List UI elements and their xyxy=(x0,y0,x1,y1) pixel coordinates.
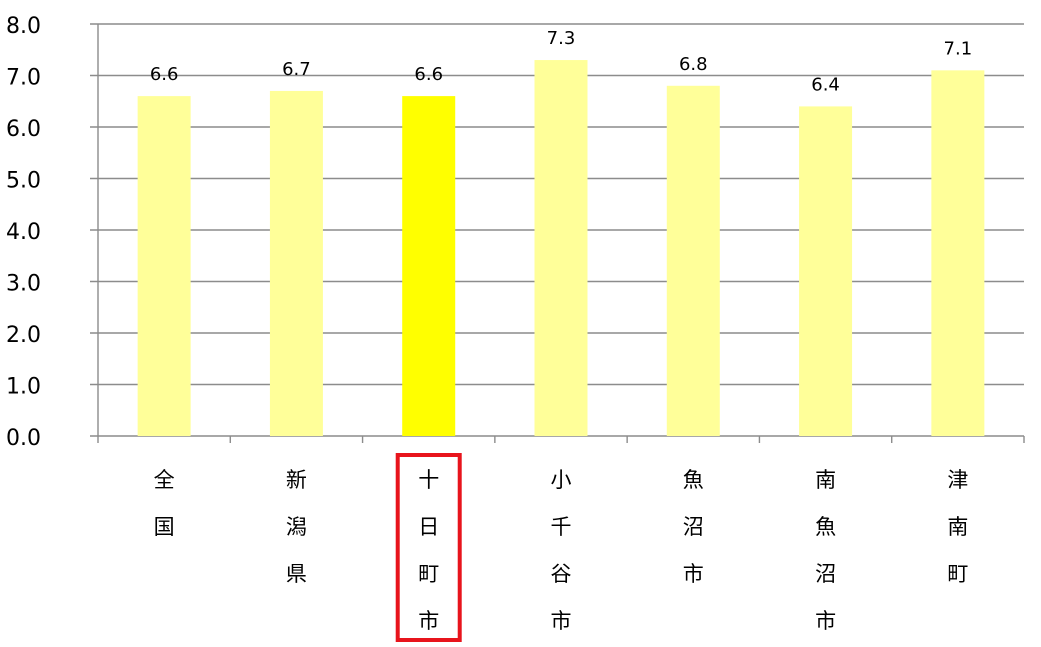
x-category-char: 魚 xyxy=(683,468,704,492)
x-category-label: 津南町 xyxy=(947,468,968,586)
data-label: 6.6 xyxy=(150,64,179,85)
x-category-char: 南 xyxy=(947,515,968,539)
bar xyxy=(137,96,191,436)
data-label: 6.8 xyxy=(679,54,708,75)
x-category-char: 日 xyxy=(418,515,439,539)
bar xyxy=(534,60,588,437)
y-tick-label: 1.0 xyxy=(6,375,41,400)
x-category-char: 南 xyxy=(815,468,836,492)
x-category-char: 沼 xyxy=(683,515,704,539)
highlight-frame xyxy=(395,453,462,642)
y-tick-label: 3.0 xyxy=(6,272,41,297)
x-category-char: 津 xyxy=(947,468,968,492)
x-category-char: 町 xyxy=(947,562,968,586)
x-category-char: 国 xyxy=(154,515,175,539)
x-category-char: 県 xyxy=(286,562,307,586)
bar xyxy=(269,90,323,436)
data-label: 6.4 xyxy=(811,74,840,95)
x-category-char: 市 xyxy=(551,609,572,633)
x-category-label: 魚沼市 xyxy=(683,468,704,586)
bar xyxy=(402,96,456,436)
x-category-label: 十日町市 xyxy=(418,468,439,633)
x-category-label: 全国 xyxy=(154,468,175,539)
x-category-char: 魚 xyxy=(815,515,836,539)
x-category-char: 全 xyxy=(154,468,175,492)
x-category-char: 十 xyxy=(418,468,439,492)
bar xyxy=(666,85,720,437)
x-category-label: 小千谷市 xyxy=(551,468,572,633)
y-tick-label: 8.0 xyxy=(6,14,41,39)
y-tick-label: 0.0 xyxy=(6,426,41,451)
x-category-char: 町 xyxy=(418,562,439,586)
data-label: 7.1 xyxy=(944,38,973,59)
y-tick-label: 5.0 xyxy=(6,169,41,194)
x-category-char: 市 xyxy=(815,609,836,633)
x-category-char: 市 xyxy=(418,609,439,633)
x-category-char: 沼 xyxy=(815,562,836,586)
data-label: 6.7 xyxy=(282,59,311,80)
x-category-char: 千 xyxy=(551,515,572,539)
y-tick-label: 7.0 xyxy=(6,66,41,91)
x-category-char: 新 xyxy=(286,468,307,492)
x-category-label: 南魚沼市 xyxy=(815,468,836,633)
y-tick-label: 6.0 xyxy=(6,117,41,142)
data-label: 6.6 xyxy=(414,64,443,85)
y-tick-label: 2.0 xyxy=(6,323,41,348)
bar xyxy=(799,106,853,437)
x-category-char: 潟 xyxy=(286,515,307,539)
x-category-char: 谷 xyxy=(551,562,572,586)
data-label: 7.3 xyxy=(547,28,576,49)
x-category-label: 新潟県 xyxy=(286,468,307,586)
bar xyxy=(931,70,985,436)
x-category-char: 市 xyxy=(683,562,704,586)
x-category-char: 小 xyxy=(551,468,572,492)
y-tick-label: 4.0 xyxy=(6,220,41,245)
